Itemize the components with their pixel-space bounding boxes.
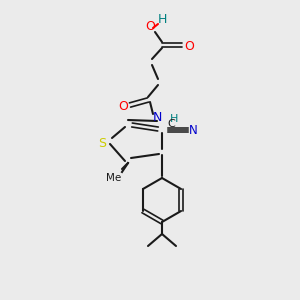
- Text: H: H: [157, 13, 167, 26]
- Text: N: N: [152, 111, 162, 124]
- Text: N: N: [189, 124, 197, 137]
- Text: O: O: [145, 20, 155, 33]
- Text: O: O: [118, 100, 128, 113]
- Text: S: S: [98, 137, 106, 150]
- Text: H: H: [170, 114, 178, 124]
- Text: Me: Me: [106, 173, 122, 183]
- Text: C: C: [167, 119, 175, 129]
- Text: O: O: [184, 40, 194, 53]
